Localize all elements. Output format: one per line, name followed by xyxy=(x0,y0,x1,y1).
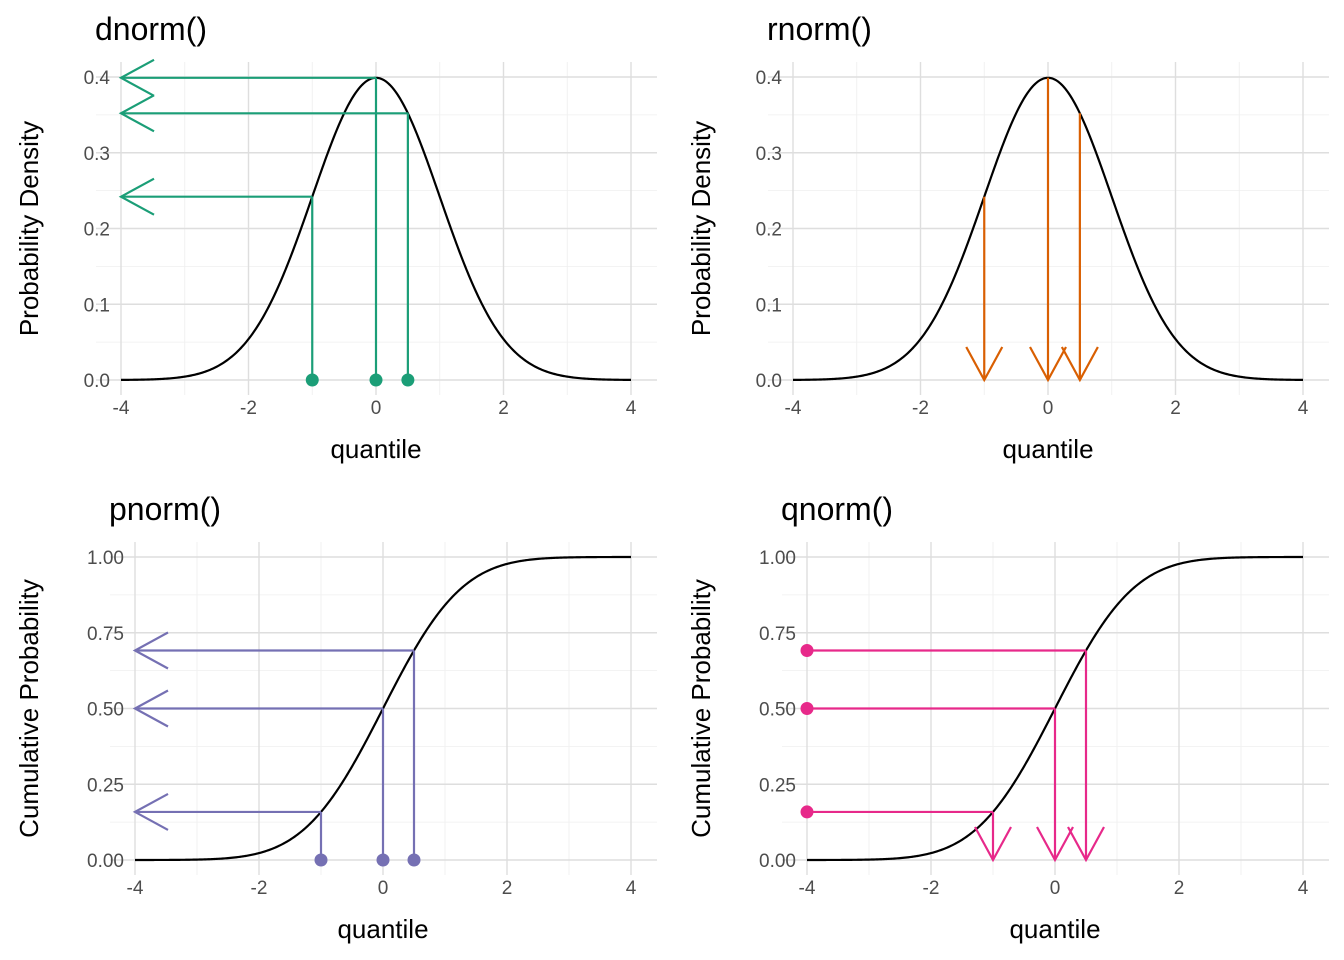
x-tick-label: 0 xyxy=(378,878,389,899)
panel-rnorm: -4 -2 0 2 4 0.0 0.1 0.2 0.3 0.4 rnorm() quantile Pro… xyxy=(686,11,1329,464)
y-tick-label: 0.0 xyxy=(756,371,782,392)
x-tick-label: 4 xyxy=(626,398,637,419)
annotation-group xyxy=(800,643,1105,863)
quantile-point xyxy=(314,853,328,867)
arrowhead-down xyxy=(1029,346,1067,383)
quantile-point xyxy=(305,373,319,387)
panel-qnorm: -4 -2 0 2 4 0.00 0.25 0.50 0.75 1.00 qnorm() quanti… xyxy=(686,491,1329,944)
x-tick-label: -2 xyxy=(251,878,268,899)
y-axis-label: Cumulative Probability xyxy=(14,579,44,838)
arrowhead-left xyxy=(118,94,155,133)
x-tick-label: -2 xyxy=(912,398,929,419)
probability-point xyxy=(800,805,814,819)
y-tick-label: 0.4 xyxy=(84,68,111,89)
x-axis-label: quantile xyxy=(1009,914,1100,944)
arrowhead-left xyxy=(118,58,155,97)
y-tick-label: 0.50 xyxy=(87,700,124,721)
y-tick-label: 0.75 xyxy=(87,624,124,645)
x-tick-label: -4 xyxy=(127,878,144,899)
panel-dnorm: -4 -2 0 2 4 0.0 0.1 0.2 0.3 0.4 dnorm() quantile Pro… xyxy=(14,11,657,464)
y-tick-label: 0.00 xyxy=(87,851,124,872)
arrowhead-down xyxy=(974,826,1012,863)
arrowhead-left xyxy=(132,792,169,831)
y-tick-label: 0.75 xyxy=(759,624,796,645)
y-tick-label: 0.2 xyxy=(756,220,782,241)
chart-title: qnorm() xyxy=(781,491,893,527)
x-tick-label: 4 xyxy=(626,878,637,899)
x-tick-label: 0 xyxy=(1050,878,1061,899)
arrowhead-down xyxy=(965,346,1004,383)
y-tick-label: 0.0 xyxy=(84,371,110,392)
x-tick-label: -2 xyxy=(923,878,940,899)
arrowhead-left xyxy=(118,177,155,216)
x-tick-label: 4 xyxy=(1298,878,1309,899)
x-tick-label: 2 xyxy=(498,398,509,419)
y-tick-label: 1.00 xyxy=(759,548,796,569)
probability-point xyxy=(800,702,814,715)
x-tick-label: 2 xyxy=(502,878,513,899)
x-tick-label: -2 xyxy=(240,398,257,419)
y-tick-label: 0.00 xyxy=(759,851,796,872)
x-axis-label: quantile xyxy=(337,914,428,944)
y-tick-label: 0.1 xyxy=(84,295,110,316)
x-tick-label: 2 xyxy=(1174,878,1185,899)
y-tick-label: 0.3 xyxy=(84,144,110,165)
x-tick-label: -4 xyxy=(799,878,816,899)
y-axis-label: Cumulative Probability xyxy=(686,579,716,838)
quantile-point xyxy=(369,373,383,387)
x-axis-label: quantile xyxy=(330,434,421,464)
y-tick-label: 0.50 xyxy=(759,700,796,721)
chart-title: rnorm() xyxy=(767,11,872,47)
annotation-group xyxy=(132,631,421,867)
panel-pnorm: -4 -2 0 2 4 0.00 0.25 0.50 0.75 1.00 pnorm() quanti… xyxy=(14,491,657,944)
x-tick-label: 0 xyxy=(1043,398,1054,419)
y-tick-label: 0.1 xyxy=(756,295,782,316)
chart-title: pnorm() xyxy=(109,491,221,527)
arrowhead-down xyxy=(1060,346,1099,383)
x-tick-label: 0 xyxy=(371,398,382,419)
arrowhead-down xyxy=(1036,826,1074,863)
x-tick-label: -4 xyxy=(785,398,802,419)
y-tick-label: 0.25 xyxy=(759,775,796,796)
y-tick-label: 0.4 xyxy=(756,68,783,89)
series-line xyxy=(792,76,1304,381)
annotation-group xyxy=(965,77,1099,383)
x-axis-label: quantile xyxy=(1002,434,1093,464)
chart-title: dnorm() xyxy=(95,11,207,47)
x-tick-label: 4 xyxy=(1298,398,1309,419)
y-tick-label: 1.00 xyxy=(87,548,124,569)
probability-point xyxy=(800,643,814,657)
y-axis-label: Probability Density xyxy=(686,121,716,336)
arrowhead-down xyxy=(1067,826,1105,863)
quantile-point xyxy=(376,853,390,867)
y-tick-label: 0.25 xyxy=(87,775,124,796)
quantile-point xyxy=(407,853,421,867)
arrowhead-left xyxy=(132,689,169,728)
quantile-point xyxy=(401,373,415,387)
y-tick-label: 0.2 xyxy=(84,220,110,241)
x-tick-label: 2 xyxy=(1170,398,1181,419)
annotation-group xyxy=(118,58,415,387)
x-tick-label: -4 xyxy=(113,398,130,419)
arrowhead-left xyxy=(132,631,169,670)
y-axis-label: Probability Density xyxy=(14,121,44,336)
y-tick-label: 0.3 xyxy=(756,144,782,165)
